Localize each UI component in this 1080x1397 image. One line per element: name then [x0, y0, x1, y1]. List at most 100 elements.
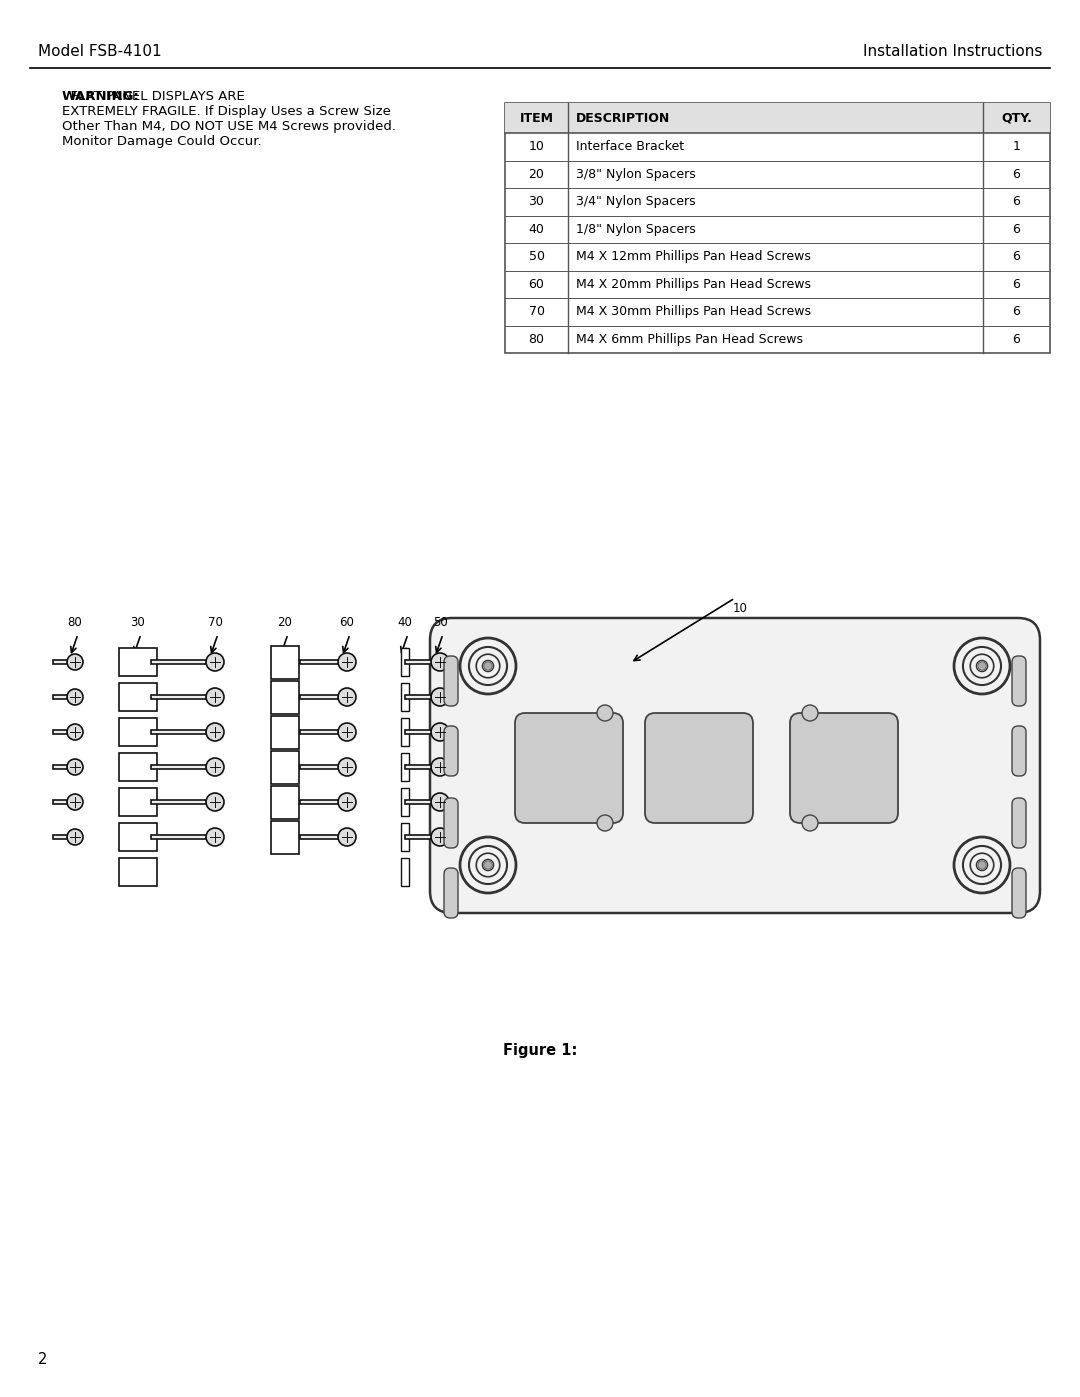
Bar: [405, 694, 431, 700]
Text: 6: 6: [1013, 278, 1021, 291]
Text: ITEM: ITEM: [519, 112, 554, 124]
Bar: [401, 823, 409, 851]
Circle shape: [206, 652, 224, 671]
Text: Figure 1:: Figure 1:: [503, 1042, 577, 1058]
Text: 40: 40: [528, 222, 544, 236]
Bar: [271, 715, 299, 749]
Bar: [300, 659, 338, 665]
Circle shape: [431, 793, 449, 812]
Circle shape: [484, 662, 492, 671]
Text: Installation Instructions: Installation Instructions: [863, 45, 1042, 60]
Bar: [151, 659, 206, 665]
Circle shape: [67, 793, 83, 810]
Text: 80: 80: [68, 616, 82, 629]
Bar: [300, 764, 338, 770]
Text: 70: 70: [528, 306, 544, 319]
Circle shape: [977, 861, 986, 869]
Circle shape: [206, 724, 224, 740]
Circle shape: [484, 861, 492, 869]
Bar: [151, 834, 206, 840]
Text: 1/8" Nylon Spacers: 1/8" Nylon Spacers: [576, 222, 696, 236]
Bar: [505, 103, 1050, 353]
Circle shape: [67, 654, 83, 671]
Circle shape: [431, 687, 449, 705]
Bar: [119, 788, 157, 816]
Circle shape: [206, 759, 224, 775]
Bar: [151, 799, 206, 805]
Text: M4 X 30mm Phillips Pan Head Screws: M4 X 30mm Phillips Pan Head Screws: [576, 306, 811, 319]
Text: 50: 50: [528, 250, 544, 263]
Text: 20: 20: [528, 168, 544, 180]
Bar: [401, 788, 409, 816]
Bar: [151, 694, 206, 700]
Circle shape: [802, 705, 818, 721]
Circle shape: [802, 814, 818, 831]
Bar: [505, 103, 1050, 133]
Bar: [300, 694, 338, 700]
Bar: [300, 799, 338, 805]
Bar: [119, 683, 157, 711]
Text: Model FSB-4101: Model FSB-4101: [38, 45, 162, 60]
Circle shape: [206, 687, 224, 705]
FancyBboxPatch shape: [430, 617, 1040, 914]
Text: WARNING:: WARNING:: [62, 89, 140, 103]
Text: 30: 30: [131, 616, 146, 629]
FancyBboxPatch shape: [789, 712, 897, 823]
Circle shape: [67, 689, 83, 705]
Text: 80: 80: [528, 332, 544, 345]
Text: FLAT PANEL DISPLAYS ARE
EXTREMELY FRAGILE. If Display Uses a Screw Size
Other Th: FLAT PANEL DISPLAYS ARE EXTREMELY FRAGIL…: [62, 89, 396, 148]
Circle shape: [597, 814, 613, 831]
Bar: [300, 834, 338, 840]
Text: 1: 1: [1013, 140, 1021, 154]
Bar: [151, 764, 206, 770]
Text: 40: 40: [397, 616, 413, 629]
Text: 60: 60: [528, 278, 544, 291]
Text: 6: 6: [1013, 222, 1021, 236]
Circle shape: [338, 687, 356, 705]
Bar: [119, 823, 157, 851]
FancyBboxPatch shape: [1012, 868, 1026, 918]
Bar: [271, 820, 299, 854]
Bar: [405, 729, 431, 735]
Circle shape: [338, 724, 356, 740]
Bar: [271, 680, 299, 714]
Circle shape: [206, 793, 224, 812]
Bar: [405, 659, 431, 665]
Bar: [53, 764, 67, 770]
Text: M4 X 12mm Phillips Pan Head Screws: M4 X 12mm Phillips Pan Head Screws: [576, 250, 811, 263]
Circle shape: [206, 828, 224, 847]
FancyBboxPatch shape: [1012, 726, 1026, 775]
Text: 60: 60: [339, 616, 354, 629]
Bar: [405, 799, 431, 805]
FancyBboxPatch shape: [515, 712, 623, 823]
Text: 10: 10: [732, 602, 747, 615]
Bar: [119, 858, 157, 886]
Text: 30: 30: [528, 196, 544, 208]
Circle shape: [67, 828, 83, 845]
Bar: [119, 718, 157, 746]
Bar: [53, 659, 67, 664]
Text: QTY.: QTY.: [1001, 112, 1031, 124]
Text: 6: 6: [1013, 250, 1021, 263]
FancyBboxPatch shape: [444, 726, 458, 775]
Text: DESCRIPTION: DESCRIPTION: [576, 112, 671, 124]
FancyBboxPatch shape: [645, 712, 753, 823]
Circle shape: [67, 724, 83, 740]
FancyBboxPatch shape: [444, 798, 458, 848]
Circle shape: [597, 705, 613, 721]
Circle shape: [431, 652, 449, 671]
Circle shape: [67, 759, 83, 775]
Bar: [405, 834, 431, 840]
Text: 6: 6: [1013, 332, 1021, 345]
Bar: [119, 648, 157, 676]
Bar: [405, 764, 431, 770]
FancyBboxPatch shape: [444, 868, 458, 918]
Circle shape: [977, 662, 986, 671]
Bar: [401, 753, 409, 781]
Circle shape: [431, 759, 449, 775]
Bar: [271, 750, 299, 784]
Bar: [53, 729, 67, 735]
Text: 20: 20: [278, 616, 293, 629]
FancyBboxPatch shape: [1012, 657, 1026, 705]
Text: 10: 10: [528, 140, 544, 154]
